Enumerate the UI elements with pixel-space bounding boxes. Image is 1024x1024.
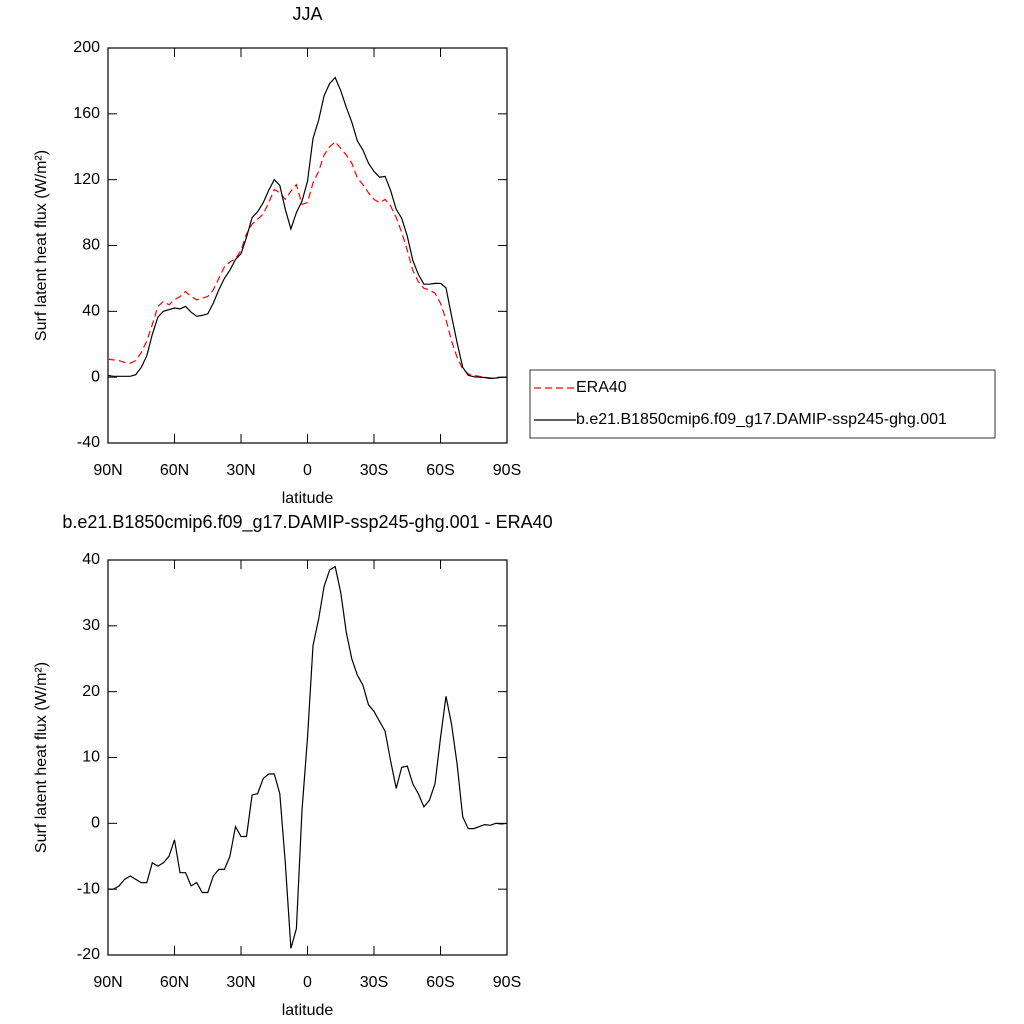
y-tick-label: -20 bbox=[77, 946, 100, 963]
y-tick-label: 40 bbox=[82, 303, 100, 320]
y-tick-label: 0 bbox=[91, 368, 100, 385]
x-tick-label: 60N bbox=[160, 462, 189, 479]
chart-title: b.e21.B1850cmip6.f09_g17.DAMIP-ssp245-gh… bbox=[62, 512, 552, 533]
x-tick-label: 60S bbox=[426, 974, 454, 991]
y-axis-label: Surf latent heat flux (W/m²) bbox=[33, 150, 50, 341]
y-tick-label: 10 bbox=[82, 749, 100, 766]
y-tick-label: -10 bbox=[77, 880, 100, 897]
x-tick-label: 90N bbox=[93, 462, 122, 479]
y-tick-label: 160 bbox=[73, 105, 100, 122]
x-axis-label: latitude bbox=[282, 1002, 334, 1019]
legend-label: b.e21.B1850cmip6.f09_g17.DAMIP-ssp245-gh… bbox=[576, 411, 947, 428]
x-tick-label: 90S bbox=[493, 462, 521, 479]
plot-frame bbox=[107, 47, 508, 444]
legend-label: ERA40 bbox=[576, 379, 627, 396]
x-tick-label: 30S bbox=[360, 974, 388, 991]
x-tick-label: 30N bbox=[226, 462, 255, 479]
y-tick-label: 30 bbox=[82, 617, 100, 634]
chart-title: JJA bbox=[292, 4, 322, 24]
data-line bbox=[108, 565, 508, 949]
data-line bbox=[107, 140, 507, 379]
x-tick-label: 30S bbox=[360, 462, 388, 479]
legend-box bbox=[529, 369, 996, 439]
x-tick-label: 0 bbox=[303, 462, 312, 479]
x-axis-label: latitude bbox=[282, 490, 334, 507]
x-tick-label: 30N bbox=[226, 974, 255, 991]
y-tick-label: 40 bbox=[82, 551, 100, 568]
y-tick-label: 0 bbox=[91, 815, 100, 832]
y-tick-label: 20 bbox=[82, 683, 100, 700]
y-tick-label: 200 bbox=[73, 39, 100, 56]
x-tick-label: 90S bbox=[493, 974, 521, 991]
plot-frame bbox=[107, 559, 508, 956]
y-tick-label: -40 bbox=[77, 434, 100, 451]
x-tick-label: 60S bbox=[426, 462, 454, 479]
y-tick-label: 80 bbox=[82, 237, 100, 254]
x-tick-label: 90N bbox=[93, 974, 122, 991]
y-axis-label: Surf latent heat flux (W/m²) bbox=[33, 662, 50, 853]
x-tick-label: 60N bbox=[160, 974, 189, 991]
x-tick-label: 0 bbox=[303, 974, 312, 991]
y-tick-label: 120 bbox=[73, 171, 100, 188]
data-line bbox=[107, 76, 508, 380]
